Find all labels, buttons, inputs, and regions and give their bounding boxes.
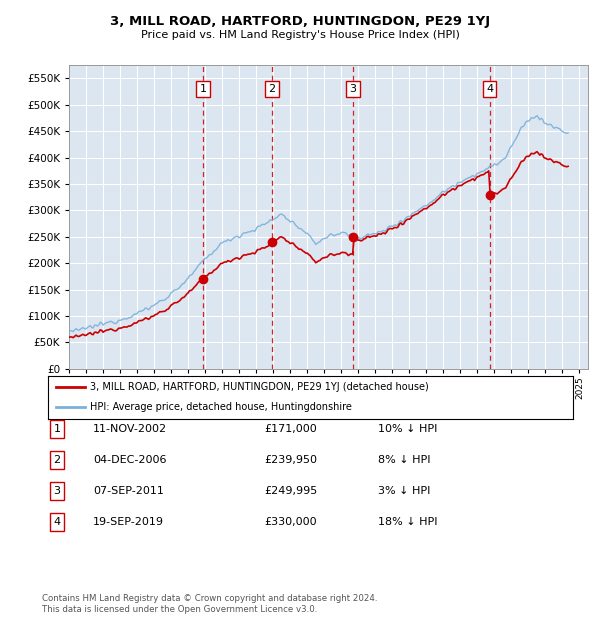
Text: 04-DEC-2006: 04-DEC-2006 (93, 455, 167, 465)
Text: 4: 4 (486, 84, 493, 94)
Text: Contains HM Land Registry data © Crown copyright and database right 2024.
This d: Contains HM Land Registry data © Crown c… (42, 595, 377, 614)
Text: £239,950: £239,950 (264, 455, 317, 465)
Text: Price paid vs. HM Land Registry's House Price Index (HPI): Price paid vs. HM Land Registry's House … (140, 30, 460, 40)
Text: 1: 1 (53, 424, 61, 434)
Text: 11-NOV-2002: 11-NOV-2002 (93, 424, 167, 434)
Text: 3: 3 (350, 84, 356, 94)
Text: 3, MILL ROAD, HARTFORD, HUNTINGDON, PE29 1YJ: 3, MILL ROAD, HARTFORD, HUNTINGDON, PE29… (110, 16, 490, 29)
Text: 4: 4 (53, 517, 61, 527)
Text: 3, MILL ROAD, HARTFORD, HUNTINGDON, PE29 1YJ (detached house): 3, MILL ROAD, HARTFORD, HUNTINGDON, PE29… (90, 382, 429, 392)
Text: 3: 3 (53, 486, 61, 496)
Text: 8% ↓ HPI: 8% ↓ HPI (378, 455, 431, 465)
Text: 1: 1 (199, 84, 206, 94)
Text: 19-SEP-2019: 19-SEP-2019 (93, 517, 164, 527)
Text: 10% ↓ HPI: 10% ↓ HPI (378, 424, 437, 434)
Text: 2: 2 (53, 455, 61, 465)
Text: £330,000: £330,000 (264, 517, 317, 527)
Text: £171,000: £171,000 (264, 424, 317, 434)
Text: 18% ↓ HPI: 18% ↓ HPI (378, 517, 437, 527)
Text: £249,995: £249,995 (264, 486, 317, 496)
Text: HPI: Average price, detached house, Huntingdonshire: HPI: Average price, detached house, Hunt… (90, 402, 352, 412)
Text: 07-SEP-2011: 07-SEP-2011 (93, 486, 164, 496)
Text: 3% ↓ HPI: 3% ↓ HPI (378, 486, 430, 496)
Text: 2: 2 (268, 84, 275, 94)
